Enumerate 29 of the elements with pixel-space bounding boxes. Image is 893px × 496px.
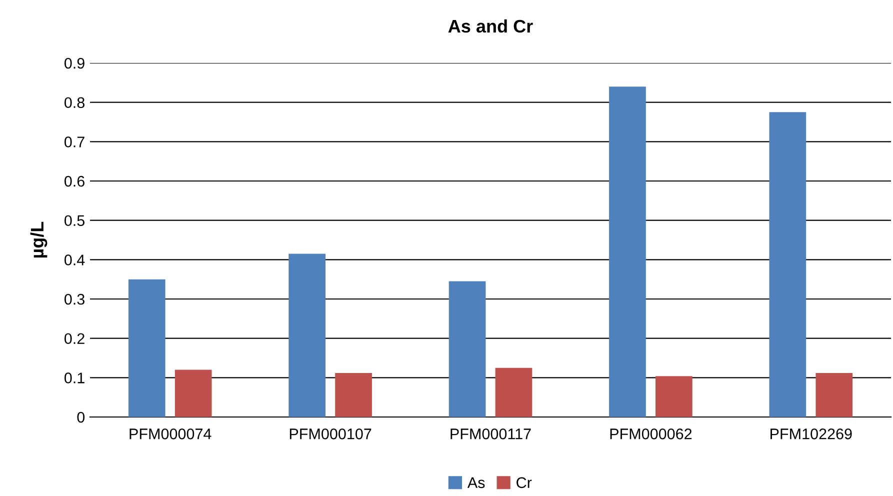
- y-tick-label: 0.8: [64, 97, 84, 108]
- y-tick-label: 0.3: [64, 294, 84, 305]
- chart-title: As and Cr: [448, 19, 533, 33]
- bar: [448, 281, 486, 417]
- bar: [816, 372, 853, 417]
- legend-label: Cr: [516, 477, 532, 488]
- bar: [769, 112, 806, 417]
- y-tick-label: 0.1: [64, 372, 84, 384]
- bar: [335, 372, 372, 417]
- bar: [128, 279, 166, 417]
- y-tick-label: 0.4: [64, 254, 85, 266]
- x-tick-label: PFM000107: [290, 428, 372, 440]
- bar: [174, 370, 212, 417]
- y-tick-label: 0.9: [64, 58, 84, 69]
- x-tick-label: PFM000074: [130, 428, 212, 440]
- bar: [495, 368, 532, 417]
- y-tick-label: 0.2: [64, 333, 84, 344]
- legend-label: As: [467, 477, 485, 488]
- y-tick-label: 0.5: [64, 215, 84, 226]
- y-tick-label: 0: [77, 412, 85, 423]
- y-tick-label: 0.7: [64, 136, 84, 148]
- x-tick-label: PFM000062: [610, 428, 692, 440]
- y-axis-title: µg/L: [30, 222, 48, 258]
- bar: [656, 376, 692, 417]
- x-tick-label: PFM102269: [770, 428, 852, 440]
- bar: [288, 254, 326, 417]
- bar: [609, 86, 646, 417]
- y-tick-label: 0.6: [64, 176, 84, 187]
- x-tick-label: PFM000117: [450, 428, 531, 440]
